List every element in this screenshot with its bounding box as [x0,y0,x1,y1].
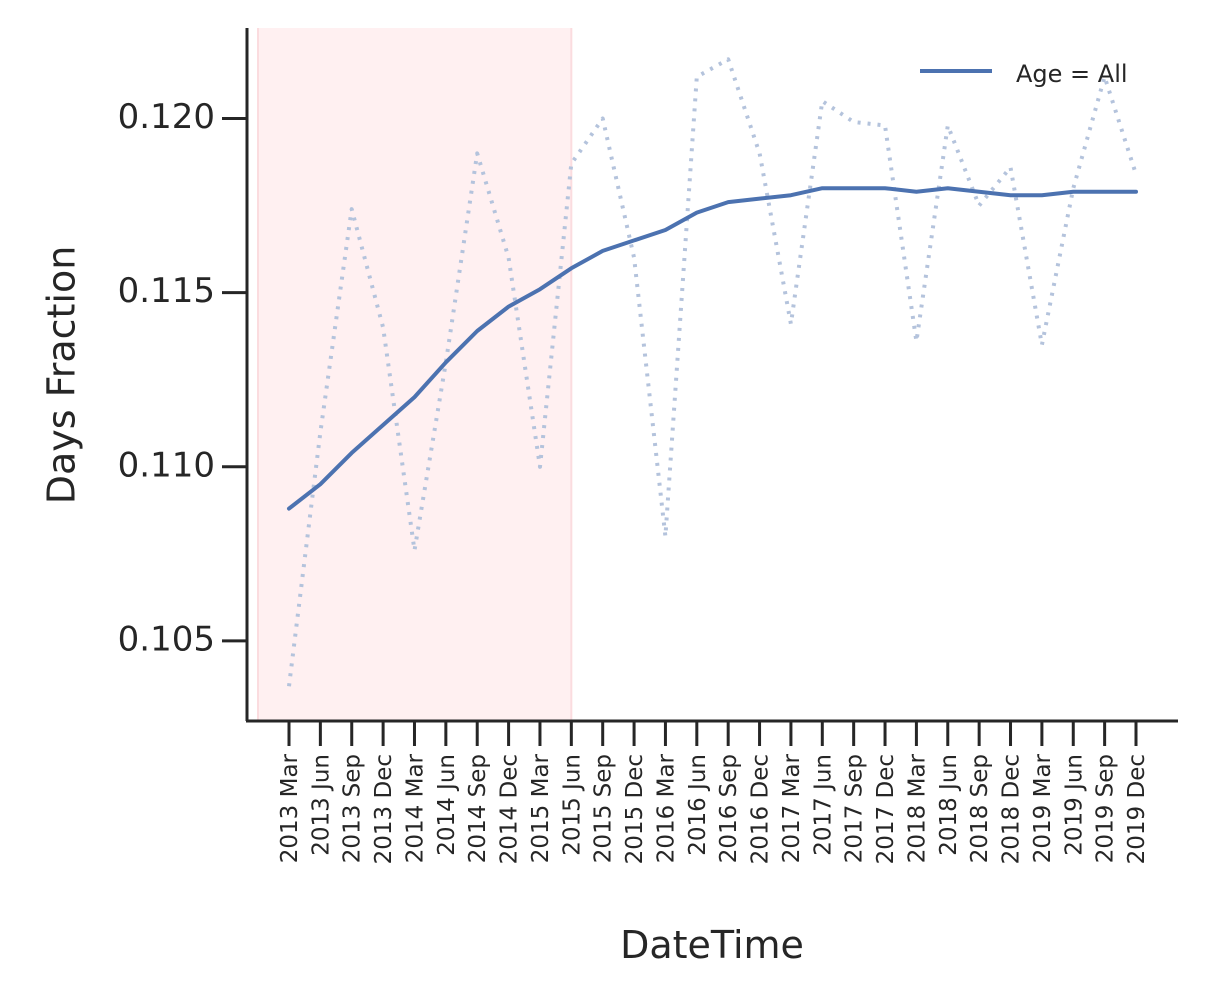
y-ticks: 0.105 0.110 0.115 0.120 [118,97,247,659]
x-tick-label: 2018 Jun [936,754,962,856]
x-tick-label: 2014 Sep [465,754,491,863]
legend: Age = All [920,60,1128,88]
x-tick-label: 2014 Jun [434,754,460,856]
x-tick-label: 2013 Jun [308,754,334,856]
x-tick-label: 2018 Sep [967,754,993,863]
y-tick-label: 0.110 [118,445,215,485]
x-tick-label: 2013 Dec [371,754,397,864]
x-tick-label: 2018 Dec [999,754,1025,864]
series-layer [287,57,1138,687]
x-tick-label: 2016 Dec [748,754,774,864]
x-tick-label: 2014 Dec [497,754,523,864]
x-tick-label: 2017 Sep [842,754,868,863]
series-line-dotted [287,57,1138,687]
shaded-region-layer [257,28,573,721]
x-ticks: 2013 Mar 2013 Jun 2013 Sep 2013 Dec 2014 Mar… [277,721,1150,864]
x-tick-label: 2015 Jun [559,754,585,856]
x-tick-label: 2015 Dec [622,754,648,864]
x-tick-label: 2013 Mar [277,753,303,863]
x-tick-label: 2014 Mar [402,753,428,863]
x-tick-label: 2018 Mar [904,753,930,863]
x-tick-label: 2017 Jun [810,754,836,856]
x-axis-label: DateTime [620,923,804,967]
x-tick-label: 2015 Sep [591,754,617,863]
x-tick-label: 2019 Jun [1061,754,1087,856]
y-tick-label: 0.105 [118,619,215,659]
x-tick-label: 2016 Jun [685,754,711,856]
y-tick-label: 0.120 [118,97,215,137]
x-tick-label: 2019 Dec [1124,754,1150,864]
axes [245,28,1178,723]
x-tick-label: 2019 Mar [1030,753,1056,863]
x-tick-label: 2015 Mar [528,753,554,863]
x-tick-label: 2016 Sep [716,754,742,863]
y-axis-label: Days Fraction [40,246,84,505]
y-tick-label: 0.115 [118,271,215,311]
x-tick-label: 2019 Sep [1093,754,1119,863]
x-tick-label: 2016 Mar [653,753,679,863]
shaded-region [258,28,572,721]
x-tick-label: 2017 Dec [873,754,899,864]
x-tick-label: 2017 Mar [779,753,805,863]
legend-label-age-all: Age = All [1016,60,1128,88]
x-tick-label: 2013 Sep [340,754,366,863]
series-line-age-all [287,186,1138,511]
